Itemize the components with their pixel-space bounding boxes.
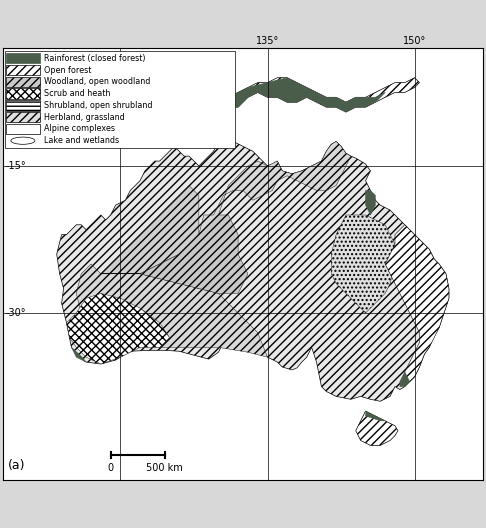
Polygon shape [400, 372, 410, 386]
Bar [6, 124, 40, 134]
Text: Herbland, grassland: Herbland, grassland [44, 112, 125, 121]
Polygon shape [71, 347, 86, 362]
Text: Lake and wetlands: Lake and wetlands [44, 136, 119, 145]
Polygon shape [101, 215, 248, 294]
Polygon shape [385, 225, 449, 382]
Text: Woodland, open woodland: Woodland, open woodland [44, 78, 150, 87]
Text: Rainforest (closed forest): Rainforest (closed forest) [44, 54, 145, 63]
Text: Alpine complexes: Alpine complexes [44, 125, 115, 134]
Text: -30°: -30° [6, 308, 26, 318]
Text: 0: 0 [107, 463, 114, 473]
Text: 150°: 150° [403, 36, 426, 46]
Text: Open forest: Open forest [44, 65, 91, 74]
Text: 500 km: 500 km [146, 463, 183, 473]
Text: Shrubland, open shrubland: Shrubland, open shrubland [44, 101, 153, 110]
Polygon shape [67, 294, 170, 364]
Bar [6, 77, 40, 87]
Ellipse shape [11, 137, 35, 144]
Polygon shape [228, 78, 419, 112]
Polygon shape [356, 411, 398, 446]
Text: 135°: 135° [256, 36, 279, 46]
Polygon shape [76, 264, 267, 357]
Bar [6, 112, 40, 122]
Bar [6, 89, 40, 99]
Bar [6, 100, 40, 110]
Bar [6, 53, 40, 63]
Polygon shape [365, 411, 385, 421]
Polygon shape [365, 191, 375, 215]
Polygon shape [199, 142, 351, 234]
Polygon shape [57, 137, 449, 401]
Text: (a): (a) [8, 459, 25, 472]
Polygon shape [331, 215, 395, 313]
Text: -15°: -15° [6, 161, 26, 171]
Polygon shape [101, 185, 199, 274]
Bar [5, 51, 235, 148]
Polygon shape [228, 78, 385, 112]
Bar [6, 65, 40, 76]
Text: Scrub and heath: Scrub and heath [44, 89, 110, 98]
